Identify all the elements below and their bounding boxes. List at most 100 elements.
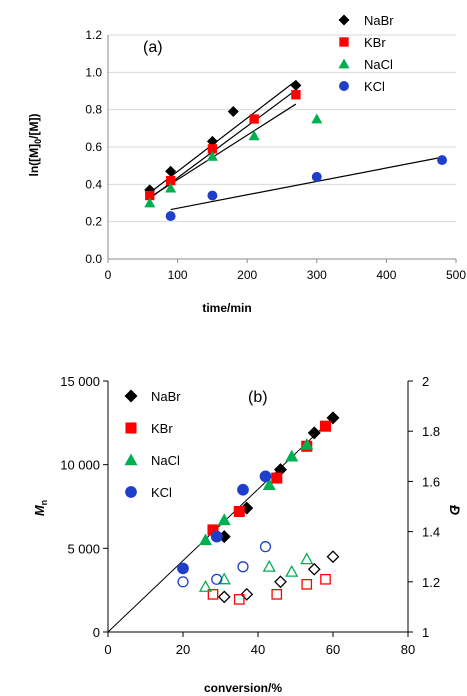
panel-a-legend: NaBr KBr NaCl KCl	[338, 13, 394, 94]
panel-a-y-tick-label: 0.8	[85, 103, 102, 117]
panel-b-axes	[103, 380, 413, 637]
panel-a-trendline-kcl	[170, 156, 443, 211]
panel-b-dispersity-point-kbr	[207, 589, 219, 600]
panel-a-point-nabr	[227, 106, 239, 118]
panel-b-y-tick-label: 5 000	[67, 541, 100, 556]
panel-b-y-tick-label: 0	[93, 625, 100, 640]
panel-a-label: (a)	[143, 39, 163, 56]
panel-a-point-kbr	[207, 144, 218, 154]
panel-b-y-tick-label: 15 000	[60, 374, 100, 389]
panel-a-chart: 0.0 0.2 0.4 0.6 0.8 1.0 1.2 0 100 200 300 400 500 Na…	[27, 13, 466, 315]
panel-b-dispersity-point-kbr	[233, 594, 245, 605]
panel-a-trendline-nabr	[149, 80, 297, 194]
panel-b-y2-tick-label: 2	[422, 374, 429, 389]
panel-a-y-axis-title: ln([M]0/[M])	[27, 114, 43, 177]
panel-a-point-kbr	[291, 90, 301, 100]
panel-b-mn-point-nabr	[307, 426, 321, 440]
panel-b-dispersity-point-nacl	[198, 579, 213, 592]
panel-a-x-tick-label: 300	[307, 268, 327, 282]
panel-a-point-nabr	[165, 165, 177, 177]
panel-b-dispersity-point-kcl	[211, 573, 223, 585]
panel-a-point-kcl	[207, 190, 218, 201]
panel-b-mn-point-kcl	[177, 562, 189, 575]
panel-b-x-tick-label: 0	[104, 642, 111, 657]
panel-b-mn-point-kcl	[210, 530, 223, 543]
panel-b-x-tick-label: 40	[251, 642, 265, 657]
panel-b-y2-tick-label: 1.2	[422, 575, 440, 590]
panel-a-x-tick-label: 0	[105, 268, 112, 282]
panel-a-point-kbr	[249, 114, 259, 124]
panel-b-dispersity-point-nabr	[217, 590, 231, 604]
panel-a-point-kcl	[311, 171, 322, 182]
panel-b-y2-tick-label: 1	[422, 625, 429, 640]
panel-b-x-axis-title: conversion/%	[204, 681, 282, 695]
panel-b-x-tick-label: 80	[401, 642, 415, 657]
panel-b-legend-marker-nacl	[124, 453, 138, 466]
panel-b-mn-point-nacl	[217, 513, 231, 526]
panel-b-dispersity-point-kcl	[177, 576, 189, 588]
panel-a-point-nabr	[290, 79, 302, 91]
panel-a-legend-label-nabr: NaBr	[364, 13, 394, 28]
panel-a-point-kbr	[145, 190, 155, 201]
panel-b-mn-point-kbr	[271, 472, 283, 484]
panel-b-legend-label-kcl: KCl	[151, 485, 172, 500]
panel-a-y-tick-label: 1.2	[85, 28, 102, 42]
panel-a-point-nacl	[311, 113, 323, 124]
panel-a-y-tick-label: 0.4	[85, 177, 102, 191]
panel-a-tick-labels: 0.0 0.2 0.4 0.6 0.8 1.0 1.2 0 100 200 300 400 500	[85, 28, 466, 282]
panel-b-y2-tick-label: 1.4	[422, 525, 440, 540]
panel-b-mn-point-nacl	[262, 478, 276, 490]
panel-b-mn-point-kcl	[259, 470, 272, 483]
panel-b-y-tick-label: 10 000	[60, 458, 100, 473]
panel-a-y-tick-label: 0.6	[85, 140, 102, 154]
panel-b-dispersity-point-nacl	[262, 559, 276, 572]
panel-b-dispersity-point-nabr	[307, 562, 321, 576]
panel-b-mn-point-kcl	[237, 483, 249, 496]
panel-a-y-tick-label: 0.2	[85, 215, 102, 229]
panel-b-mn-point-kbr	[319, 420, 332, 432]
panel-b-mn-point-nacl	[199, 533, 212, 546]
panel-a-point-kcl	[437, 155, 448, 166]
panel-b-y2-tick-label: 1.6	[422, 474, 440, 489]
panel-a-point-nacl	[144, 197, 156, 208]
panel-a-x-tick-label: 100	[168, 268, 188, 282]
panel-a-data-points	[144, 79, 448, 222]
panel-b-dispersity-point-nacl	[300, 552, 314, 565]
panel-b-dispersity-point-kbr	[301, 578, 313, 590]
panel-b-legend-marker-kbr	[125, 422, 137, 434]
panel-a-x-tick-label: 400	[376, 268, 396, 282]
panel-b-label: (b)	[248, 389, 268, 406]
panel-a-x-tick-label: 500	[446, 268, 466, 282]
panel-b-mn-point-nacl	[300, 438, 314, 450]
panel-b-dispersity-point-kbr	[320, 573, 331, 585]
panel-a-legend-label-kcl: KCl	[364, 79, 385, 94]
panel-b-legend-marker-kcl	[125, 486, 137, 498]
panel-a-point-nabr	[206, 135, 218, 147]
panel-b-mn-point-kbr	[233, 505, 245, 518]
panel-b-dispersity-point-kcl	[259, 541, 272, 553]
panel-b-dispersity-point-nabr	[326, 550, 340, 564]
panel-b-dispersity-point-kbr	[271, 589, 283, 600]
panel-a-y-tick-label: 1.0	[85, 65, 102, 79]
panel-b-data-points	[177, 411, 340, 605]
panel-a-legend-marker-nacl	[338, 58, 350, 69]
panel-b-dispersity-point-nabr	[240, 587, 254, 601]
panel-b-y2-tick-label: 1.8	[422, 424, 440, 439]
panel-b-mn-point-nacl	[285, 449, 299, 462]
panel-b-legend: NaBr KBr NaCl KCl	[124, 389, 181, 500]
panel-a-point-kcl	[165, 211, 176, 222]
panel-a-legend-marker-nabr	[338, 14, 350, 26]
panel-b-legend-label-nacl: NaCl	[151, 453, 180, 468]
panel-b-dispersity-point-nacl	[285, 564, 299, 577]
panel-b-dispersity-point-nabr	[274, 575, 287, 589]
panel-b-legend-label-kbr: KBr	[151, 421, 173, 436]
panel-a-legend-label-kbr: KBr	[364, 35, 386, 50]
panel-a-x-tick-label: 200	[237, 268, 257, 282]
panel-a-point-nacl	[248, 130, 260, 141]
panel-a-legend-marker-kbr	[339, 37, 349, 47]
panel-b-legend-label-nabr: NaBr	[151, 389, 181, 404]
